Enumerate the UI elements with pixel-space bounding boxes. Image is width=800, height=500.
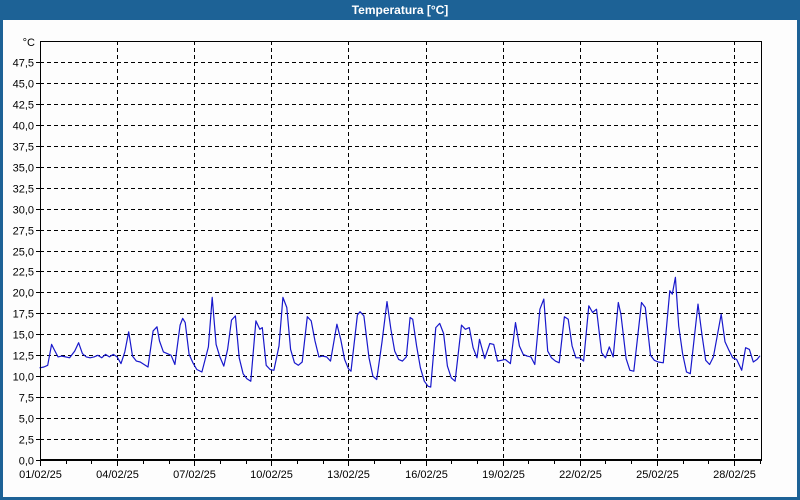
y-tick-label: 12,5 — [13, 351, 34, 363]
y-tick-label: 42,5 — [13, 100, 34, 112]
x-tick-label: 07/02/25 — [173, 469, 216, 481]
y-tick-label: 45,0 — [13, 79, 34, 91]
x-tick-label: 04/02/25 — [96, 469, 139, 481]
y-tick-label: 22,5 — [13, 267, 34, 279]
x-tick-label: 25/02/25 — [636, 469, 679, 481]
y-tick-label: 37,5 — [13, 142, 34, 154]
x-tick-label: 19/02/25 — [482, 469, 525, 481]
y-tick-label: 47,5 — [13, 58, 34, 70]
temperature-series-line — [39, 276, 761, 388]
x-tick-label: 28/02/25 — [713, 469, 756, 481]
y-tick-label: 15,0 — [13, 330, 34, 342]
y-tick-label: 40,0 — [13, 121, 34, 133]
y-tick-label: 20,0 — [13, 288, 34, 300]
y-tick-label: 5,0 — [19, 414, 34, 426]
window-title: Temperatura [°C] — [351, 3, 449, 17]
y-tick-label: 27,5 — [13, 226, 34, 238]
temperature-line-chart: 0,0 2,5 5,0 7,5 10,0 12,5 15,0 17,5 20,0 22,5 25,0… — [13, 37, 762, 481]
y-tick-label: 25,0 — [13, 247, 34, 259]
y-tick-label: 2,5 — [19, 435, 34, 447]
y-tick-label: 7,5 — [19, 393, 34, 405]
y-tick-label: 10,0 — [13, 372, 34, 384]
x-tick-label: 22/02/25 — [559, 469, 602, 481]
x-tick-label: 13/02/25 — [327, 469, 370, 481]
x-tick-label: 10/02/25 — [250, 469, 293, 481]
y-tick-label: 32,5 — [13, 184, 34, 196]
y-tick-label: 17,5 — [13, 309, 34, 321]
y-tick-label: 30,0 — [13, 205, 34, 217]
y-tick-label: 0,0 — [19, 456, 34, 468]
x-tick-label: 01/02/25 — [19, 469, 62, 481]
x-tick-label: 16/02/25 — [405, 469, 448, 481]
y-axis-unit-label: °C — [23, 37, 35, 49]
y-tick-label: 35,0 — [13, 163, 34, 175]
window-title-bar: Temperatura [°C] — [3, 0, 797, 20]
